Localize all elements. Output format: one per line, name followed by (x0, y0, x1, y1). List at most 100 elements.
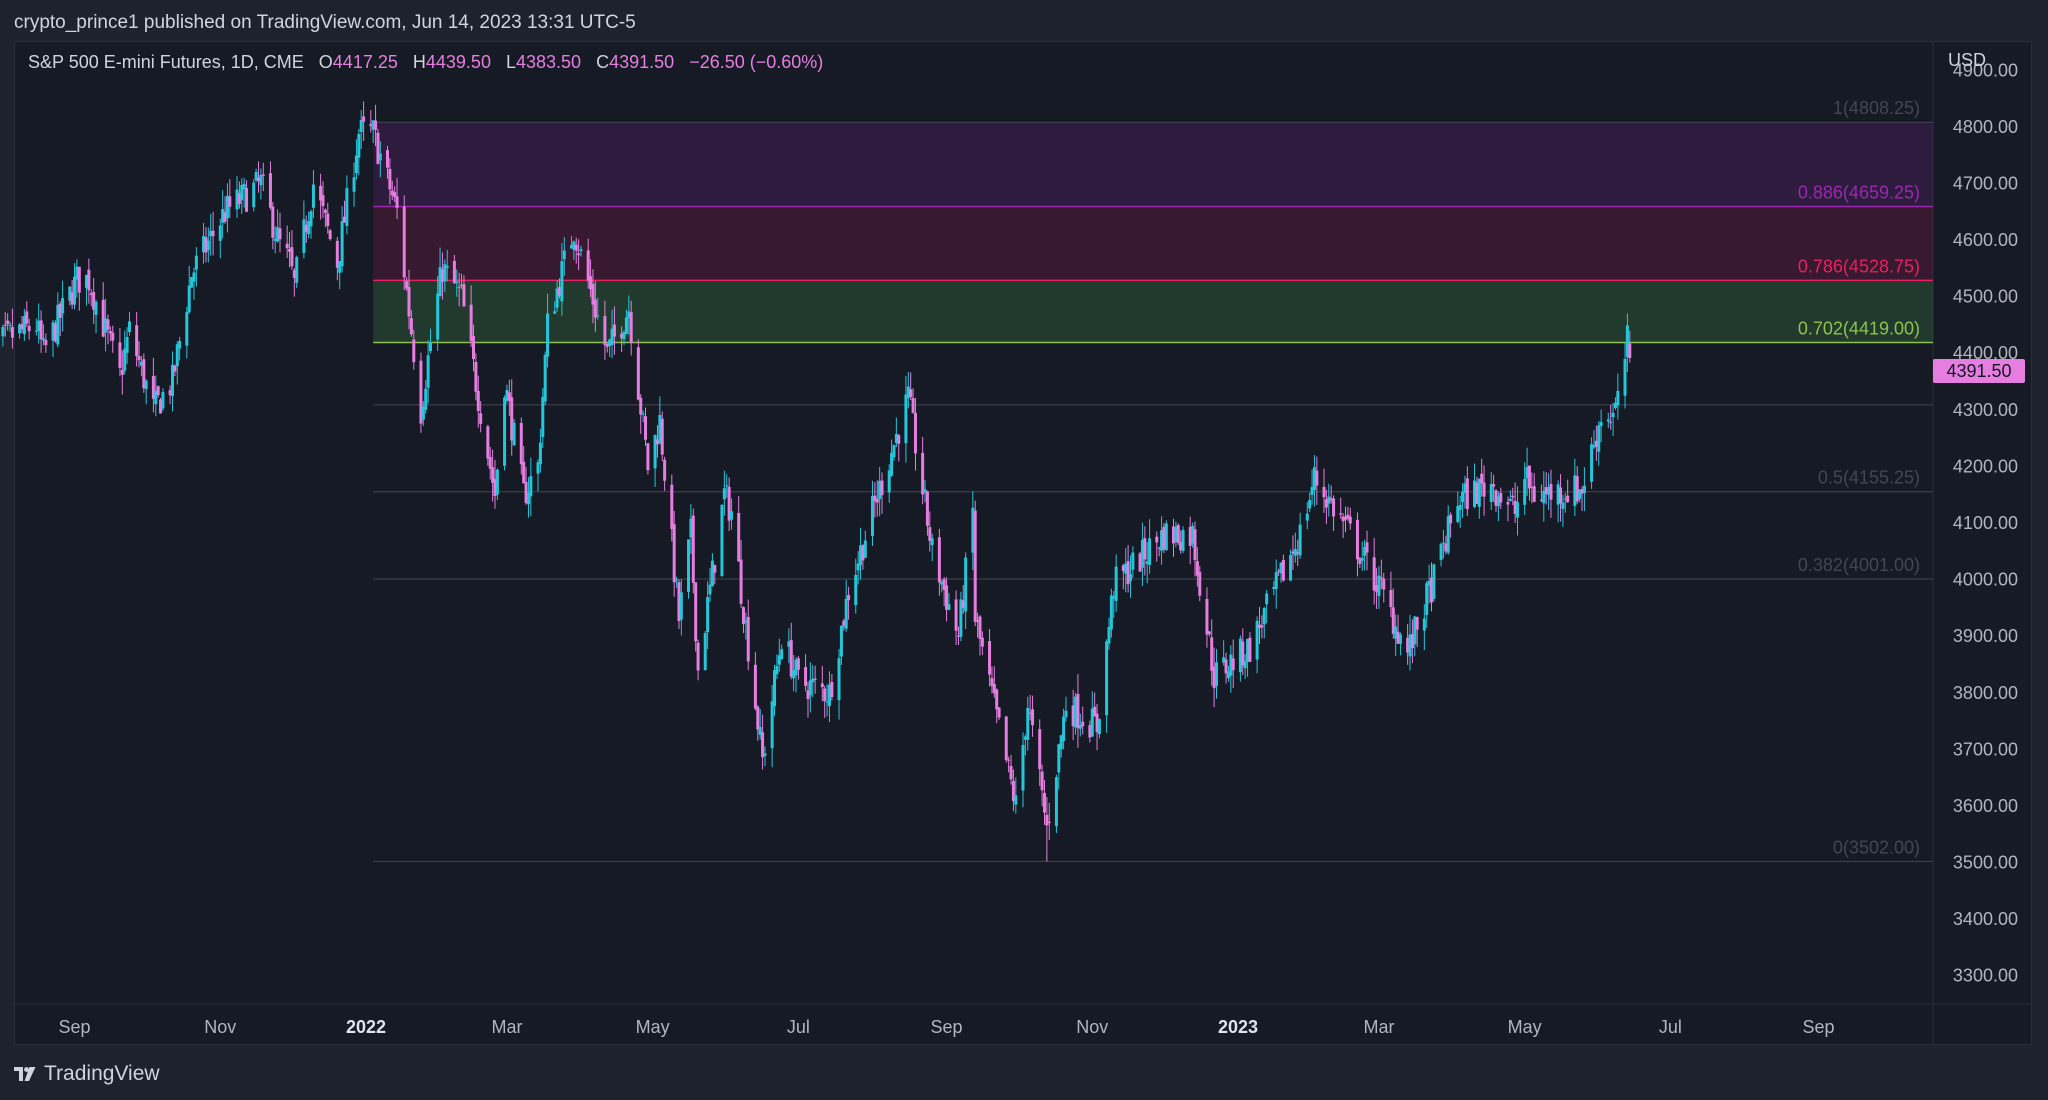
candle-body (1198, 571, 1202, 596)
candle-body (3, 324, 7, 326)
candle-body (1155, 536, 1159, 543)
candle-body (890, 452, 894, 476)
candle-body (904, 394, 908, 444)
candle-body (326, 213, 330, 227)
candle-body (1389, 590, 1393, 608)
candle-body (10, 327, 14, 338)
fib-label-0-786: 0.786(4528.75) (1798, 256, 1920, 276)
chart-frame[interactable] (14, 41, 2032, 1045)
candle-body (1430, 577, 1434, 603)
candle-body (1396, 631, 1400, 644)
candle-body (1475, 482, 1479, 504)
candle-body (655, 439, 659, 445)
y-tick-label: 4000.00 (1953, 570, 2018, 590)
candle-body (285, 243, 289, 249)
candle-body (942, 579, 946, 590)
candle-body (1140, 539, 1144, 568)
candle-body (1413, 616, 1417, 645)
candle-body (787, 641, 791, 647)
candle-body (362, 116, 366, 122)
candle-body (827, 684, 831, 707)
candle-body (1279, 562, 1283, 574)
candle-body (1040, 771, 1044, 791)
candle-body (151, 375, 155, 399)
candle-body (593, 299, 597, 318)
candle-body (894, 433, 898, 443)
x-tick-label: Jul (1659, 1017, 1682, 1037)
candle-body (1609, 421, 1613, 423)
candle-body (1074, 696, 1078, 728)
candle-body (887, 470, 891, 493)
candle-body (345, 188, 349, 226)
candle-body (1281, 559, 1285, 581)
top-bar: crypto_prince1 published on TradingView.… (0, 0, 2048, 46)
candle-body (486, 426, 490, 459)
y-tick-label: 3600.00 (1953, 796, 2018, 816)
candle-body (964, 557, 968, 612)
candle-body (820, 683, 824, 688)
candle-body (271, 206, 275, 238)
candle-body (660, 418, 664, 455)
candle-body (295, 257, 299, 283)
candle-body (8, 324, 12, 326)
candle-body (529, 476, 533, 497)
symbol-title[interactable]: S&P 500 E-mini Futures, 1D, CME (28, 52, 304, 72)
candle-body (1344, 516, 1348, 520)
candle-body (930, 538, 934, 546)
candle-body (342, 216, 346, 223)
candle-body (58, 303, 62, 318)
candle-body (691, 515, 695, 583)
candle-body (620, 333, 624, 339)
candle-body (1057, 744, 1061, 773)
candle-body (170, 364, 174, 397)
candle-body (424, 388, 428, 410)
candle-body (878, 480, 882, 500)
candle-body (51, 322, 55, 341)
candle-body (646, 443, 650, 471)
candle-body (546, 313, 550, 357)
candle-body (1107, 627, 1111, 644)
candle-body (101, 299, 105, 337)
candle-body (1358, 558, 1362, 564)
candle-body (1372, 557, 1376, 591)
fib-label-1: 1(4808.25) (1833, 98, 1920, 118)
candle-body (627, 311, 631, 319)
candle-body (144, 380, 148, 390)
candle-body (460, 284, 464, 286)
candle-body (1128, 574, 1132, 582)
candle-body (538, 442, 542, 465)
candle-body (409, 318, 413, 335)
candle-body (159, 399, 163, 414)
candle-body (120, 370, 124, 375)
fib-zone-0-886 (373, 122, 1933, 207)
candle-body (1246, 638, 1250, 662)
high-label: H (412, 52, 426, 72)
candle-body (237, 193, 241, 205)
candle-body (1179, 542, 1183, 551)
candle-body (730, 511, 734, 520)
candle-body (844, 598, 848, 629)
footer-brand[interactable]: TradingView (44, 1062, 160, 1085)
candle-body (687, 539, 691, 592)
candle-body (572, 241, 576, 250)
candle-body (1226, 671, 1230, 679)
candle-body (624, 317, 628, 335)
candle-body (273, 238, 277, 241)
x-tick-label: Nov (204, 1017, 236, 1037)
candle-body (612, 324, 616, 337)
candle-body (419, 360, 423, 424)
candle-body (68, 286, 72, 301)
candle-body (522, 461, 526, 484)
candle-body (703, 632, 707, 671)
candle-body (1064, 710, 1068, 718)
candle-body (792, 670, 796, 679)
candle-body (1093, 706, 1097, 717)
x-tick-label: Nov (1076, 1017, 1108, 1037)
candle-body (756, 706, 760, 730)
candle-body (1291, 551, 1295, 554)
currency-label[interactable]: USD (1948, 50, 1987, 70)
candle-body (474, 362, 478, 392)
candle-body (696, 642, 700, 671)
tradingview-logo-icon[interactable] (14, 1066, 36, 1082)
